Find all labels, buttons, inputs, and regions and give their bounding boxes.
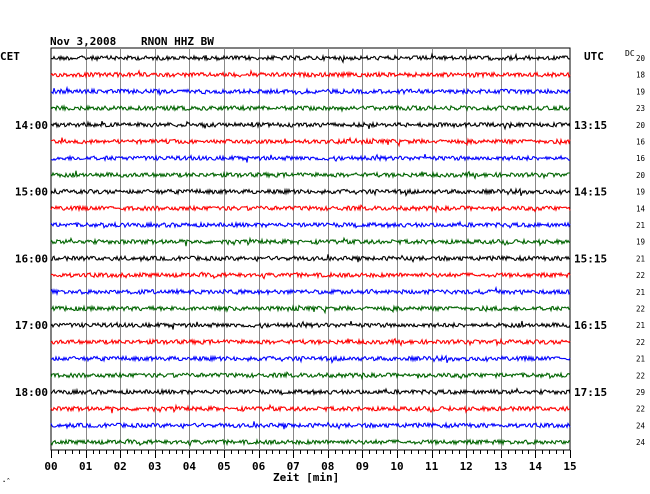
seismic-trace [50,104,571,113]
dc-value: 29 [636,388,645,397]
corner-mark: ·ˆ [2,478,11,486]
dc-value: 16 [636,138,646,147]
seismic-trace [50,52,571,64]
dc-value: 21 [636,355,645,364]
dc-value: 22 [636,338,645,347]
right-time-label: 14:15 [574,186,607,199]
dc-value: 20 [636,54,646,63]
x-tick-label: 02 [114,460,127,473]
seismic-trace [50,403,571,414]
x-tick-label: 05 [217,460,230,473]
seismic-trace [50,371,571,381]
x-tick-label: 07 [287,460,300,473]
seismic-trace [50,387,571,396]
right-time-label: 17:15 [574,386,607,399]
x-axis-label: Zeit [min] [273,471,340,484]
dc-value: 19 [636,238,645,247]
right-timezone-label: UTC [584,50,604,63]
seismic-trace [50,438,571,447]
seismic-trace [50,187,571,198]
dc-column-label: DC [625,49,635,58]
seismic-trace [50,153,571,163]
seismic-trace [50,136,571,148]
dc-value: 21 [636,321,645,330]
seismic-trace [50,85,571,97]
seismic-trace [50,337,571,347]
x-tick-label: 00 [44,460,57,473]
dc-value: 20 [636,171,646,180]
dc-value: 21 [636,221,645,230]
dc-value: 20 [636,121,646,130]
seismic-trace [50,236,571,247]
chart-date: Nov 3,2008 [50,35,117,48]
x-tick-label: 08 [321,460,334,473]
dc-value: 23 [636,104,645,113]
seismic-trace [50,421,571,430]
x-tick-label: 13 [494,460,507,473]
seismic-trace [50,204,571,214]
dc-value: 22 [636,305,645,314]
left-time-label: 14:00 [15,119,48,132]
dc-value: 19 [636,87,645,96]
left-time-label: 18:00 [15,386,48,399]
x-tick-label: 04 [183,460,197,473]
seismic-trace [50,304,571,315]
right-time-label: 16:15 [574,319,607,332]
right-time-label: 13:15 [574,119,607,132]
x-tick-label: 14 [529,460,543,473]
dc-value: 24 [636,421,646,430]
x-tick-label: 01 [79,460,93,473]
seismic-trace [50,220,571,229]
plot-frame [50,47,571,451]
x-tick-label: 09 [356,460,369,473]
left-time-label: 15:00 [15,186,48,199]
x-tick-label: 12 [460,460,473,473]
dc-value: 22 [636,371,645,380]
dc-value: 14 [636,204,646,213]
left-timezone-label: CET [0,50,20,63]
seismic-trace [50,254,571,263]
left-time-label: 17:00 [15,319,48,332]
station-name: RNON HHZ BW [141,35,214,48]
seismic-trace [50,320,571,330]
x-tick-label: 15 [563,460,576,473]
x-tick-label: 10 [390,460,403,473]
dc-value: 16 [636,154,646,163]
dc-value: 21 [636,254,645,263]
seismic-trace [50,354,571,365]
seismic-trace [50,69,571,79]
right-time-label: 15:15 [574,252,607,265]
seismic-trace [50,170,571,180]
x-tick-label: 11 [425,460,439,473]
x-tick-label: 06 [252,460,266,473]
left-time-label: 16:00 [15,252,48,265]
seismic-trace [50,285,571,297]
dc-value: 22 [636,405,645,414]
dc-value: 24 [636,438,646,447]
seismic-trace [50,120,571,131]
dc-value: 22 [636,271,645,280]
dc-value: 18 [636,71,646,80]
dc-value: 21 [636,288,645,297]
seismic-trace [50,271,571,280]
x-tick-label: 03 [148,460,161,473]
dc-value: 19 [636,188,645,197]
